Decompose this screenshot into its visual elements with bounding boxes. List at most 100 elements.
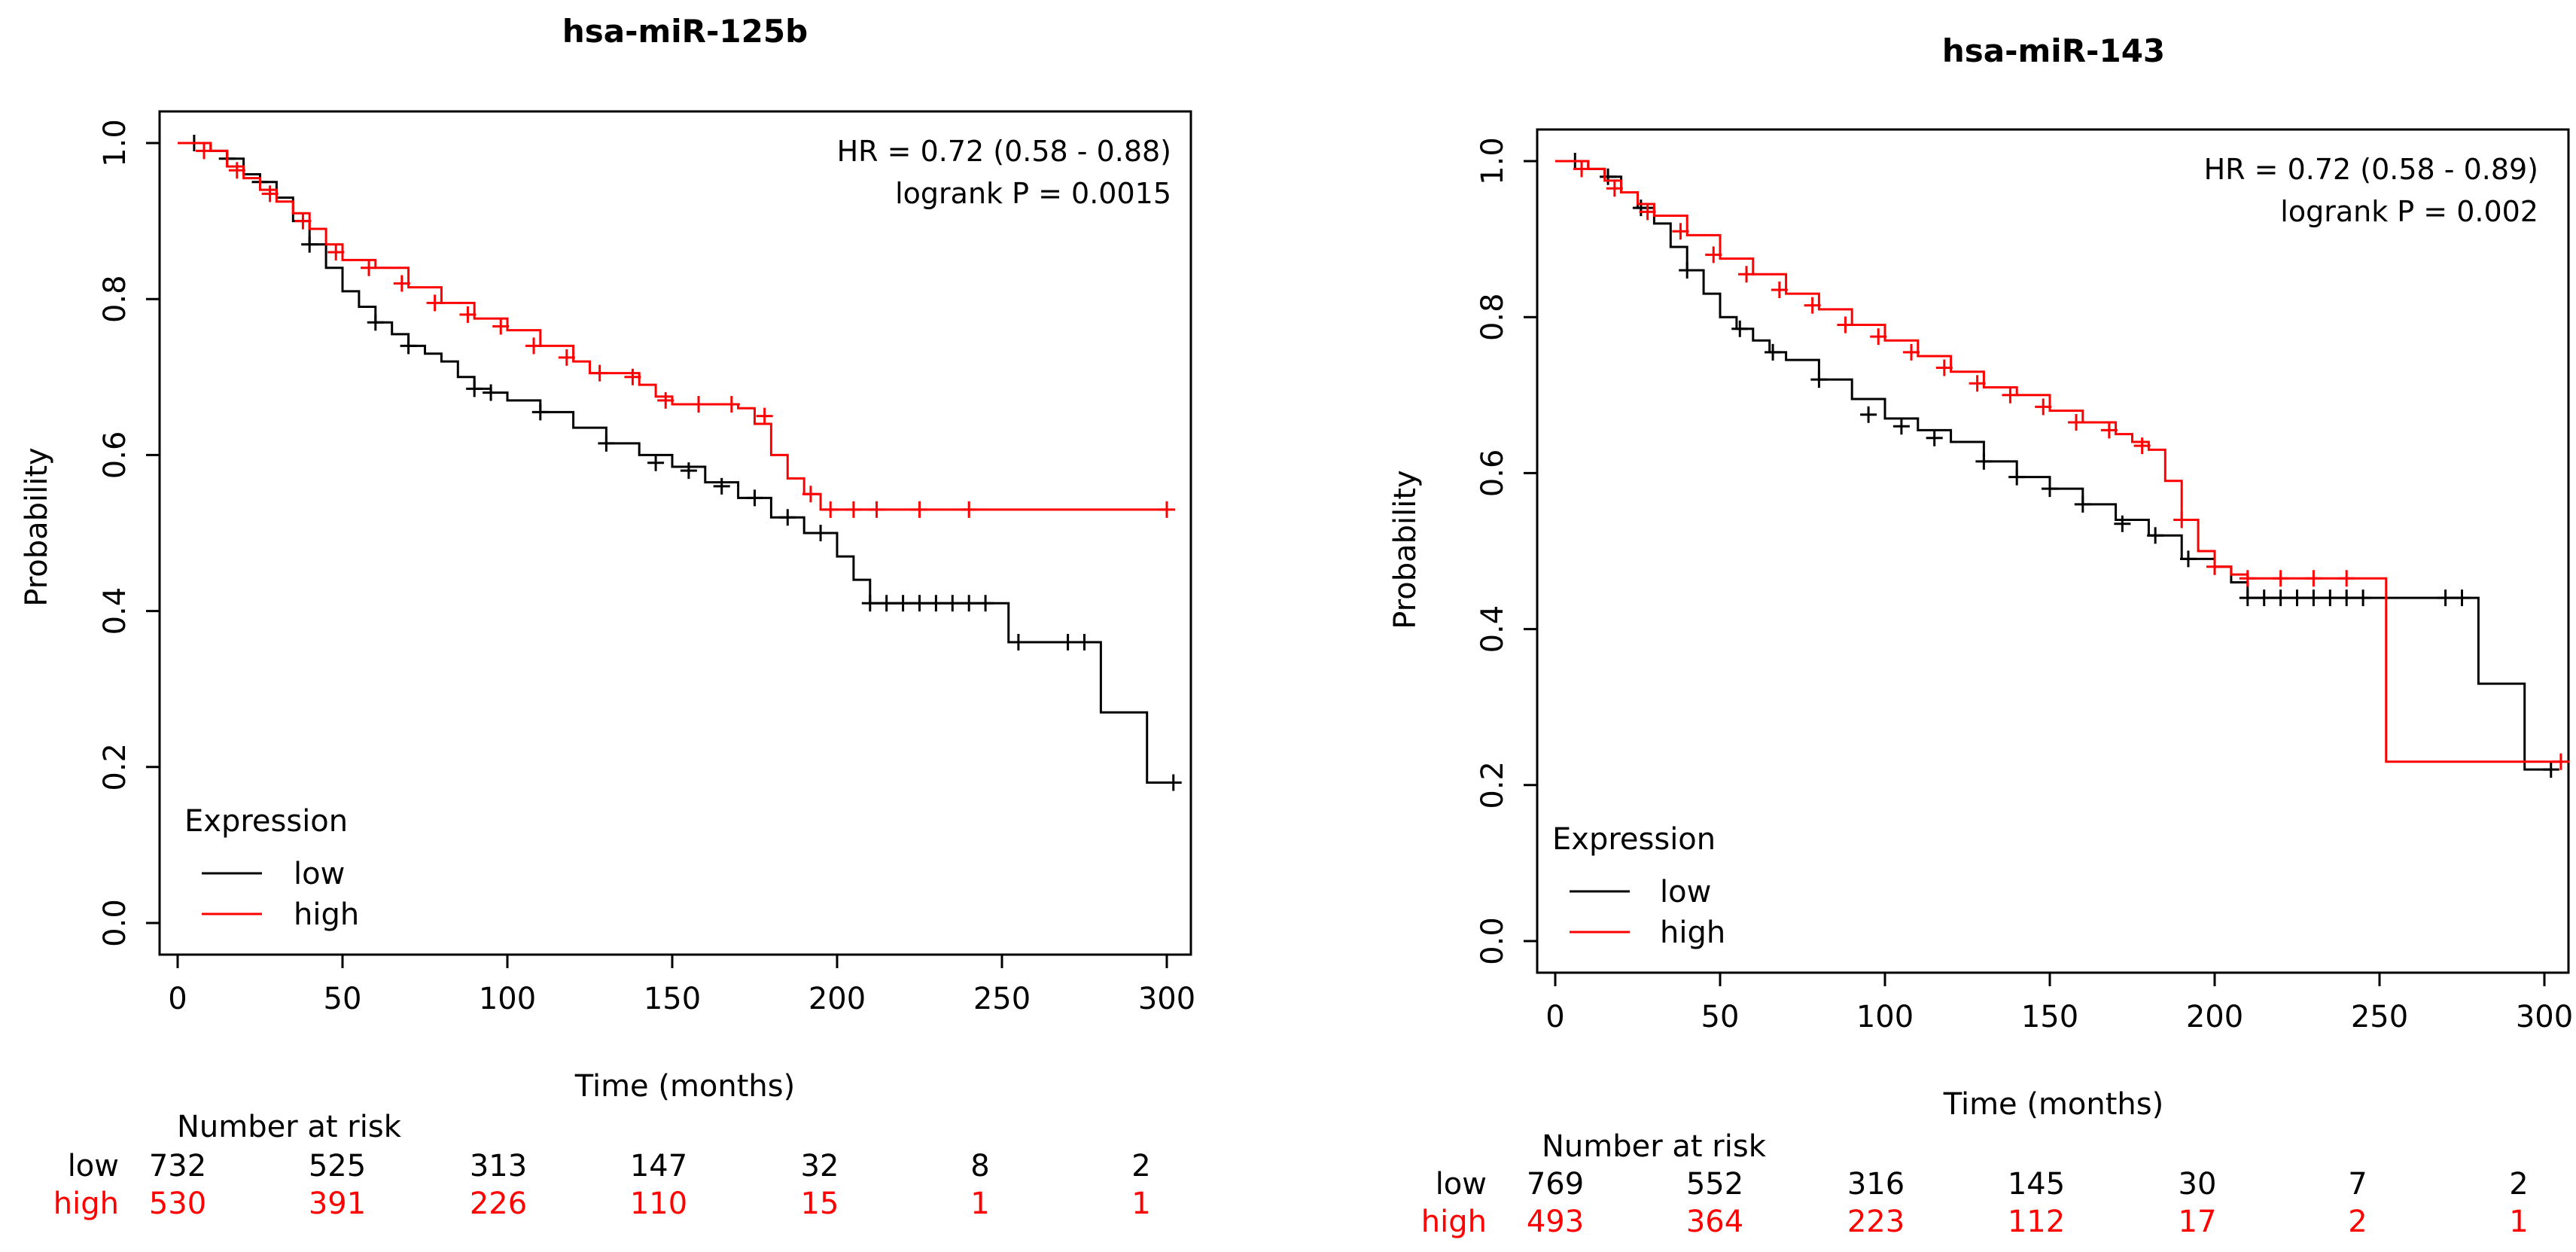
censor-mark-high bbox=[2133, 437, 2151, 455]
risk-value-low: 525 bbox=[309, 1149, 366, 1183]
censor-mark-high bbox=[2002, 386, 2019, 404]
risk-value-high: 1 bbox=[1131, 1187, 1150, 1221]
censor-mark-high bbox=[1738, 266, 1755, 283]
risk-value-low: 147 bbox=[630, 1149, 687, 1183]
censor-mark-high bbox=[361, 259, 378, 276]
risk-table-title: Number at risk bbox=[1542, 1129, 1767, 1164]
censor-mark-low bbox=[2008, 468, 2026, 486]
censor-mark-low bbox=[894, 595, 912, 612]
risk-value-low: 313 bbox=[470, 1149, 527, 1183]
logrank-annotation: logrank P = 0.0015 bbox=[895, 177, 1171, 210]
censor-mark-low bbox=[466, 380, 483, 398]
y-tick-label: 0.4 bbox=[1475, 605, 1510, 653]
censor-mark-low bbox=[944, 595, 961, 612]
censor-mark-high bbox=[1837, 316, 1854, 334]
risk-value-low: 316 bbox=[1847, 1167, 1905, 1202]
x-axis-label: Time (months) bbox=[1943, 1087, 2163, 1122]
y-tick-label: 0.2 bbox=[1475, 761, 1510, 809]
risk-value-high: 493 bbox=[1527, 1205, 1584, 1239]
censor-mark-low bbox=[1076, 634, 1093, 651]
censor-mark-high bbox=[2305, 570, 2322, 587]
y-tick-label: 0.6 bbox=[98, 431, 132, 480]
x-tick-label: 150 bbox=[2021, 1000, 2078, 1034]
censor-mark-high bbox=[802, 486, 819, 503]
censor-mark-low bbox=[1009, 634, 1027, 651]
survival-curves bbox=[1555, 153, 2569, 778]
censor-mark-low bbox=[911, 595, 928, 612]
censor-mark-high bbox=[426, 294, 443, 312]
censor-mark-low bbox=[1765, 343, 1782, 361]
y-tick-label: 0.2 bbox=[98, 743, 132, 791]
censor-mark-low bbox=[2239, 589, 2256, 607]
survival-curves bbox=[178, 135, 1182, 791]
survival-curve-low bbox=[1555, 160, 2551, 771]
censor-mark-high bbox=[525, 337, 543, 355]
censor-mark-low bbox=[2255, 589, 2273, 607]
chart-title: hsa-miR-143 bbox=[1942, 32, 2165, 69]
x-tick-label: 0 bbox=[1545, 1000, 1564, 1034]
y-axis: 0.0 0.2 0.4 0.6 0.8 1.0 bbox=[98, 119, 160, 947]
x-axis: 0 50 100 150 200 250 300 bbox=[168, 953, 1195, 1016]
x-tick-label: 300 bbox=[2516, 1000, 2573, 1034]
censor-mark-high bbox=[2338, 570, 2355, 587]
censor-mark-low bbox=[1059, 634, 1076, 651]
risk-value-high: 112 bbox=[2008, 1205, 2065, 1239]
censor-mark-low bbox=[598, 434, 615, 452]
risk-value-high: 17 bbox=[2179, 1205, 2217, 1239]
risk-value-low: 32 bbox=[801, 1149, 839, 1183]
censor-mark-low bbox=[680, 462, 697, 480]
censor-mark-high bbox=[1159, 501, 1175, 518]
risk-value-low: 769 bbox=[1527, 1167, 1584, 1202]
censor-mark-low bbox=[2272, 589, 2289, 607]
censor-mark-high bbox=[1705, 246, 1722, 263]
x-tick-label: 250 bbox=[2351, 1000, 2408, 1034]
censor-mark-high bbox=[2239, 570, 2256, 587]
censor-mark-high bbox=[690, 396, 708, 413]
y-tick-label: 0.8 bbox=[1475, 293, 1510, 341]
censor-mark-high bbox=[657, 391, 674, 409]
censor-mark-high bbox=[591, 364, 608, 382]
censor-mark-low bbox=[779, 509, 796, 526]
y-tick-label: 1.0 bbox=[1475, 137, 1510, 185]
censor-mark-high bbox=[294, 212, 312, 230]
km-panel-mir125b: hsa-miR-125b 0 50 100 150 200 250 300 0.00.20.… bbox=[20, 13, 1195, 1221]
risk-value-high: 2 bbox=[2348, 1205, 2367, 1239]
risk-value-low: 30 bbox=[2179, 1167, 2217, 1202]
risk-value-high: 391 bbox=[309, 1187, 366, 1221]
risk-value-high: 1 bbox=[2509, 1205, 2528, 1239]
x-tick-label: 200 bbox=[808, 982, 866, 1016]
risk-row-label-high: high bbox=[53, 1187, 119, 1221]
censor-mark-low bbox=[1892, 418, 1910, 435]
censor-mark-high bbox=[1771, 281, 1788, 298]
censor-mark-high bbox=[1606, 180, 1623, 197]
censor-mark-high bbox=[393, 275, 410, 292]
censor-mark-low bbox=[2114, 515, 2131, 532]
censor-mark-low bbox=[400, 337, 417, 355]
censor-mark-high bbox=[624, 368, 641, 385]
risk-table-title: Number at risk bbox=[177, 1110, 402, 1144]
censor-mark-low bbox=[2453, 589, 2471, 607]
censor-mark-high bbox=[2068, 414, 2085, 431]
censor-mark-low bbox=[927, 595, 945, 612]
censor-mark-high bbox=[196, 142, 213, 160]
censor-mark-low bbox=[2074, 495, 2091, 513]
censor-mark-low bbox=[1975, 452, 1993, 470]
risk-value-low: 2 bbox=[1131, 1149, 1150, 1183]
risk-value-low: 7 bbox=[2348, 1167, 2367, 1202]
y-axis: 0.0 0.2 0.4 0.6 0.8 1.0 bbox=[1475, 137, 1537, 965]
censor-mark-low bbox=[647, 454, 665, 471]
censor-mark-low bbox=[2322, 589, 2339, 607]
censor-mark-high bbox=[261, 185, 279, 203]
censor-mark-low bbox=[713, 477, 730, 495]
censor-mark-low bbox=[2338, 589, 2355, 607]
censor-mark-low bbox=[301, 236, 318, 253]
risk-value-low: 552 bbox=[1686, 1167, 1743, 1202]
y-tick-label: 0.0 bbox=[98, 899, 132, 947]
censor-mark-low bbox=[2042, 480, 2058, 498]
risk-row-label-low: low bbox=[68, 1149, 119, 1183]
censor-mark-low bbox=[1810, 371, 1828, 388]
legend-label-high: high bbox=[294, 897, 359, 932]
censor-mark-low bbox=[1600, 168, 1617, 185]
